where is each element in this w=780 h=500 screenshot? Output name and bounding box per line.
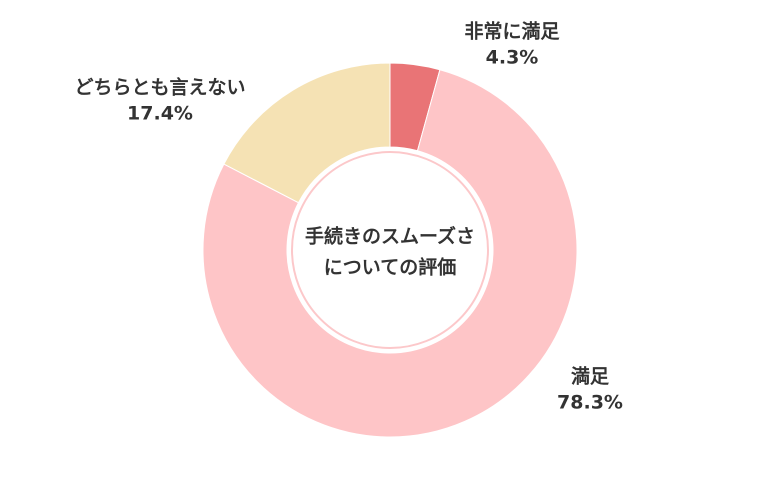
value-label: 78.3% — [557, 392, 623, 414]
inner-ring — [291, 151, 489, 349]
segment-label: 非常に満足 — [464, 20, 560, 43]
center-title: 手続きのスムーズさ — [305, 225, 475, 248]
donut-segment — [223, 62, 391, 204]
segment-label: どちらとも言えない — [74, 76, 245, 99]
value-label: 4.3% — [486, 47, 539, 69]
value-label: 17.4% — [127, 103, 193, 125]
donut-segment — [202, 69, 578, 438]
segment-label: 満足 — [571, 366, 610, 388]
center-title: についての評価 — [324, 256, 456, 279]
